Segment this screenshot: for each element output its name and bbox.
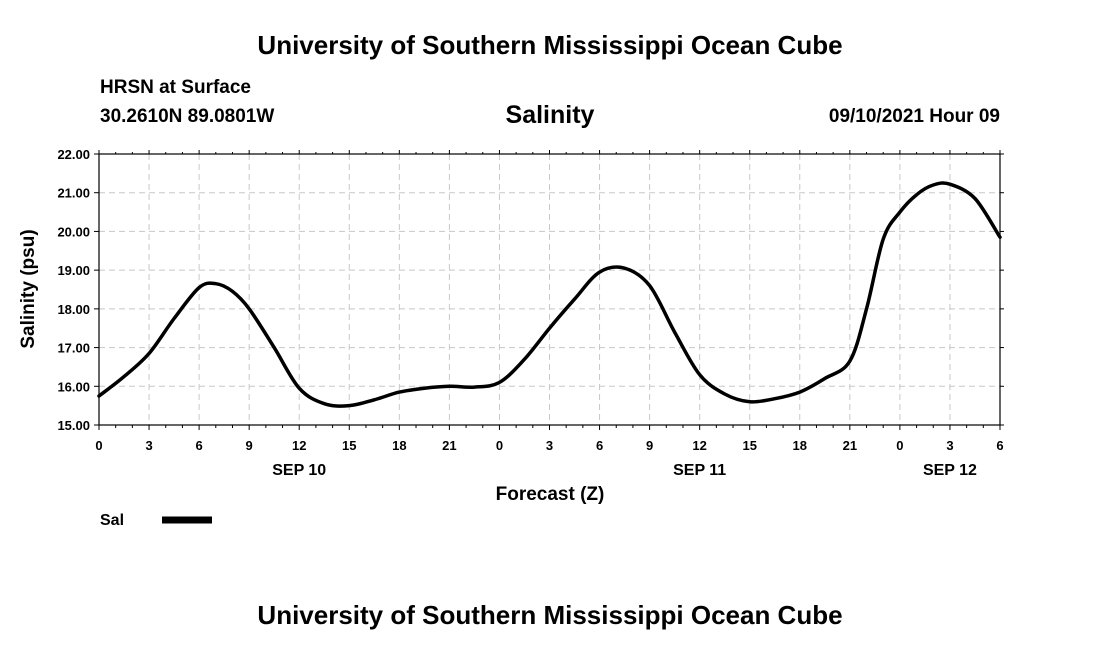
y-tick-label: 22.00: [57, 147, 90, 162]
x-tick-label: 6: [996, 438, 1003, 453]
legend-label-sal: Sal: [100, 512, 124, 529]
x-tick-label: 18: [793, 438, 807, 453]
y-axis-label: Salinity (psu): [18, 229, 39, 348]
x-tick-label: 9: [646, 438, 653, 453]
y-tick-label: 20.00: [57, 224, 90, 239]
x-day-label: SEP 11: [673, 462, 726, 479]
x-tick-label: 3: [145, 438, 152, 453]
station-coordinates: 30.2610N 89.0801W: [100, 106, 275, 127]
y-tick-label: 15.00: [57, 418, 90, 433]
chart-header-title: University of Southern Mississippi Ocean…: [257, 30, 843, 60]
x-tick-label: 12: [692, 438, 706, 453]
x-tick-label: 6: [195, 438, 202, 453]
y-tick-label: 19.00: [57, 263, 90, 278]
axis-ticks: 15.00 16.00 17.00 18.00 19.00 20.00 21.00 22.00…: [57, 147, 1004, 479]
grid: [99, 154, 1000, 425]
y-tick-label: 18.00: [57, 302, 90, 317]
x-tick-label: 6: [596, 438, 603, 453]
x-tick-label: 21: [442, 438, 456, 453]
forecast-datetime: 09/10/2021 Hour 09: [828, 106, 1000, 127]
x-tick-label: 0: [896, 438, 903, 453]
x-tick-label: 18: [392, 438, 406, 453]
x-tick-label: 3: [946, 438, 953, 453]
salinity-chart: 15.00 16.00 17.00 18.00 19.00 20.00 21.00 22.00…: [18, 147, 1004, 529]
x-tick-label: 15: [742, 438, 756, 453]
x-tick-label: 21: [843, 438, 857, 453]
chart-title: Salinity: [505, 101, 595, 129]
x-tick-label: 3: [546, 438, 553, 453]
series-line-sal: [97, 181, 1002, 408]
y-tick-label: 17.00: [57, 341, 90, 356]
y-tick-label: 21.00: [57, 186, 90, 201]
series-layer: [97, 181, 1002, 408]
x-day-label: SEP 10: [272, 462, 326, 479]
x-tick-label: 15: [342, 438, 356, 453]
x-tick-label: 12: [292, 438, 306, 453]
x-tick-label: 9: [246, 438, 253, 453]
x-tick-label: 0: [496, 438, 503, 453]
y-tick-label: 16.00: [57, 379, 90, 394]
x-day-label: SEP 12: [923, 462, 977, 479]
station-name: HRSN at Surface: [100, 77, 251, 98]
x-tick-label: 0: [95, 438, 102, 453]
x-axis-label: Forecast (Z): [496, 484, 605, 505]
chart-footer-title: University of Southern Mississippi Ocean…: [257, 600, 843, 630]
